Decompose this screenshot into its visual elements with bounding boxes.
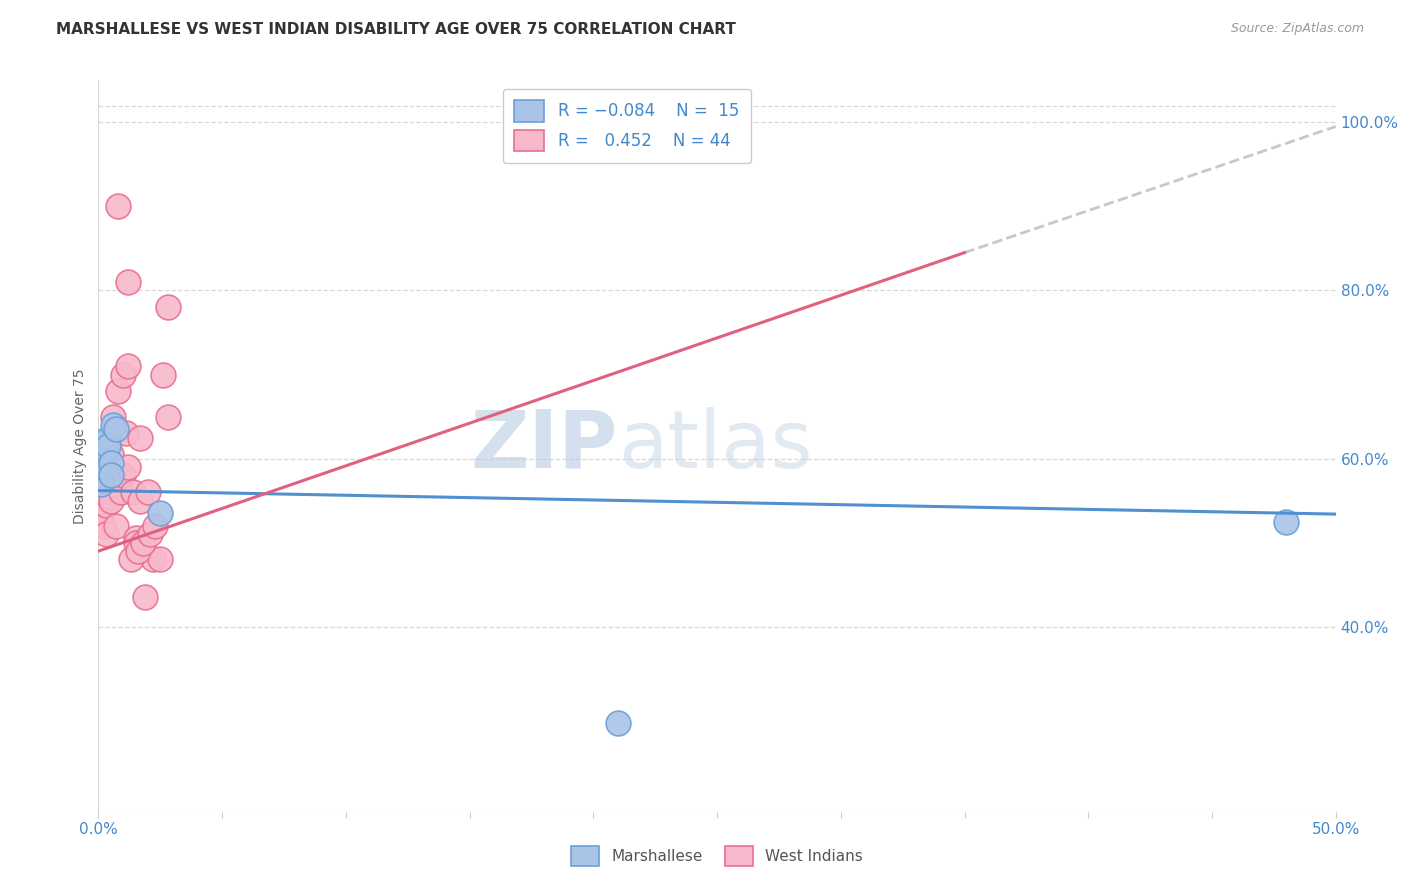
Point — [100, 468, 122, 483]
Text: ZIP: ZIP — [471, 407, 619, 485]
Point — [100, 447, 122, 461]
Text: atlas: atlas — [619, 407, 813, 485]
Point — [103, 426, 125, 441]
Point — [117, 460, 139, 475]
Point — [129, 493, 152, 508]
Point — [90, 498, 112, 512]
Point — [134, 591, 156, 605]
Point — [93, 460, 115, 475]
Point — [129, 431, 152, 445]
Point — [90, 485, 112, 500]
Text: MARSHALLESE VS WEST INDIAN DISABILITY AGE OVER 75 CORRELATION CHART: MARSHALLESE VS WEST INDIAN DISABILITY AG… — [56, 22, 737, 37]
Y-axis label: Disability Age Over 75: Disability Age Over 75 — [73, 368, 87, 524]
Point — [120, 552, 142, 566]
Point — [1275, 515, 1298, 529]
Point — [97, 451, 120, 466]
Point — [124, 535, 146, 549]
Point — [103, 417, 125, 432]
Point — [90, 506, 112, 520]
Point — [94, 434, 117, 449]
Point — [149, 552, 172, 566]
Point — [100, 493, 122, 508]
Point — [112, 368, 135, 382]
Point — [93, 481, 115, 495]
Point — [139, 527, 162, 541]
Point — [103, 409, 125, 424]
Point — [132, 535, 155, 549]
Point — [149, 506, 172, 520]
Point — [90, 476, 112, 491]
Legend: Marshallese, West Indians: Marshallese, West Indians — [564, 838, 870, 873]
Point — [100, 456, 122, 470]
Point — [107, 384, 129, 399]
Point — [94, 485, 117, 500]
Point — [93, 519, 115, 533]
Text: Source: ZipAtlas.com: Source: ZipAtlas.com — [1230, 22, 1364, 36]
Point — [122, 485, 145, 500]
Point — [156, 409, 179, 424]
Point — [97, 490, 120, 504]
Point — [97, 439, 120, 453]
Point — [114, 426, 136, 441]
Point — [107, 199, 129, 213]
Point — [93, 473, 115, 487]
Point — [156, 300, 179, 314]
Point — [127, 544, 149, 558]
Point — [142, 552, 165, 566]
Point — [90, 473, 112, 487]
Point — [143, 519, 166, 533]
Point — [124, 532, 146, 546]
Point — [117, 275, 139, 289]
Point — [104, 519, 127, 533]
Point — [90, 515, 112, 529]
Point — [607, 716, 630, 731]
Point — [110, 485, 132, 500]
Point — [94, 527, 117, 541]
Point — [117, 359, 139, 373]
Point — [112, 468, 135, 483]
Point — [136, 485, 159, 500]
Point — [104, 422, 127, 436]
Point — [152, 368, 174, 382]
Point — [93, 451, 115, 466]
Point — [94, 498, 117, 512]
Point — [97, 431, 120, 445]
Point — [94, 443, 117, 458]
Point — [90, 490, 112, 504]
